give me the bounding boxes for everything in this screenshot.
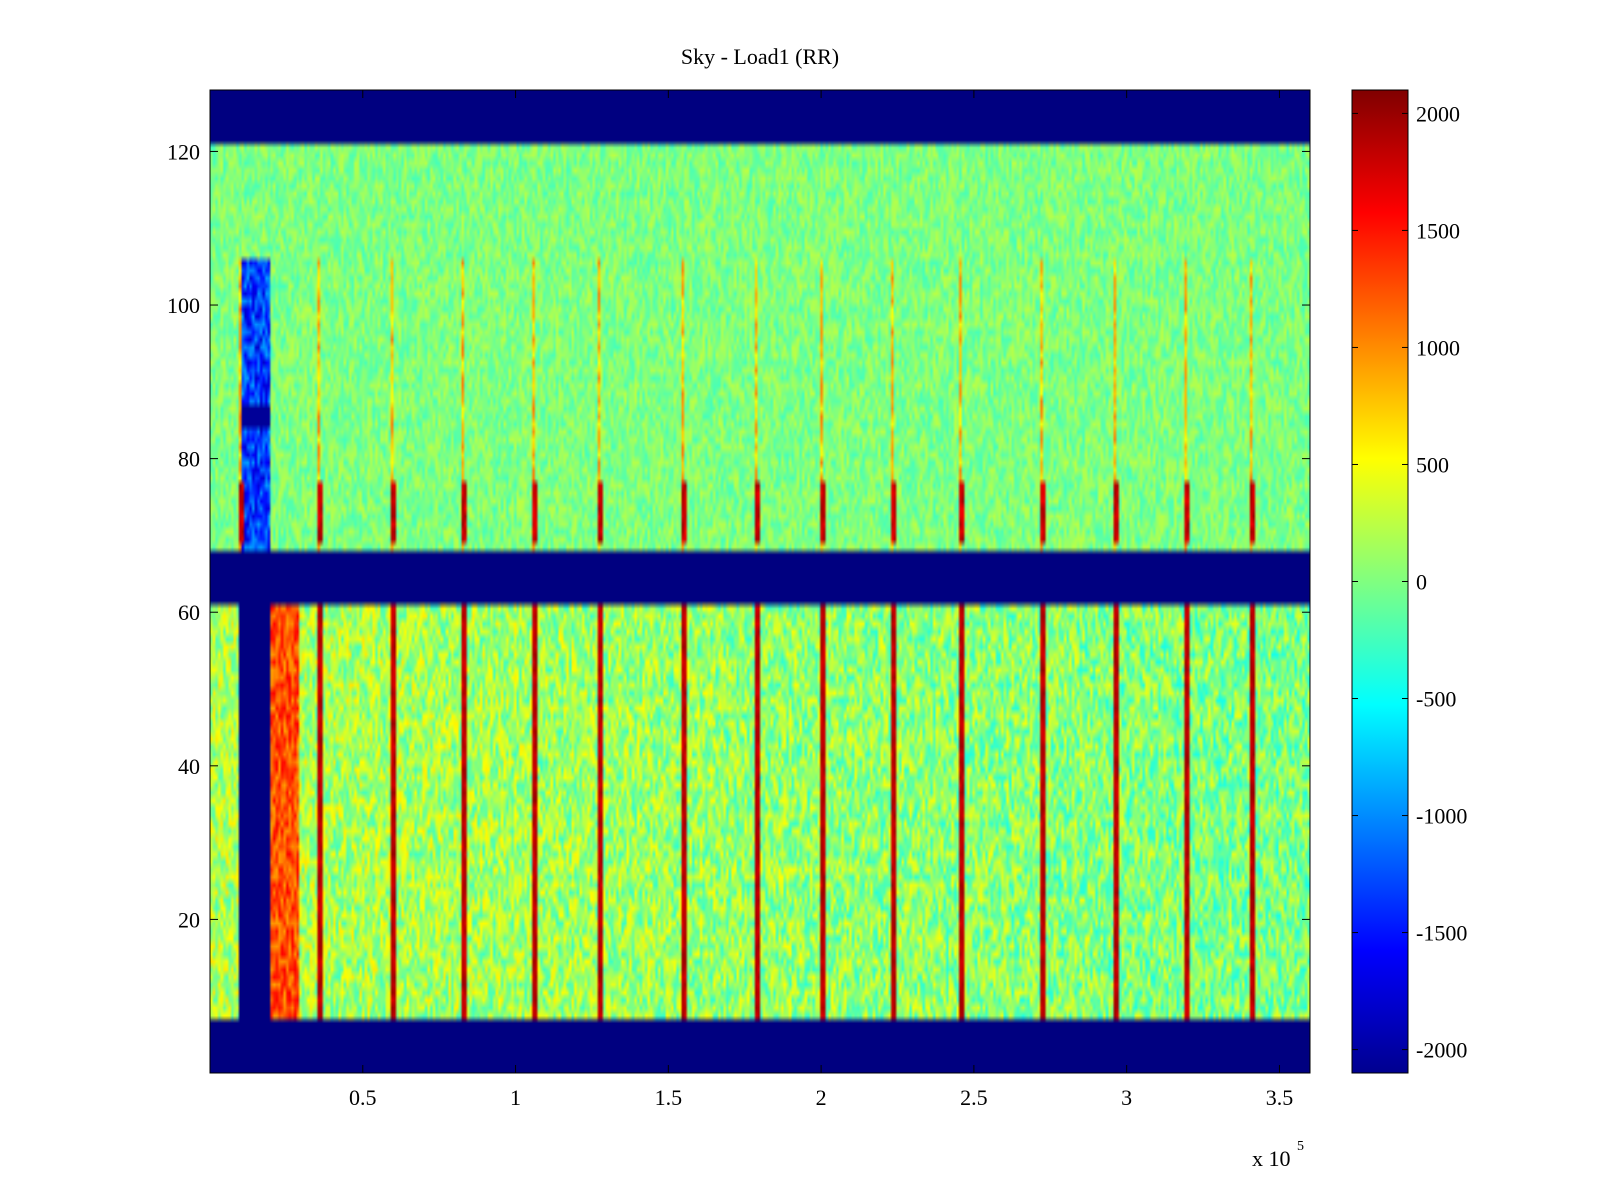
x-tick-label: 3.5 [1266, 1085, 1294, 1110]
x-tick-label: 3 [1121, 1085, 1132, 1110]
colorbar-tick-label: 2000 [1416, 101, 1460, 126]
x-tick-label: 1.5 [655, 1085, 683, 1110]
colorbar-tick-label: -2000 [1416, 1038, 1467, 1063]
colorbar-tick-label: -1500 [1416, 921, 1467, 946]
x-exponent-label: x 10 [1252, 1146, 1291, 1171]
x-exponent-power: 5 [1297, 1139, 1304, 1154]
x-tick-label: 2.5 [960, 1085, 988, 1110]
y-tick-label: 60 [178, 600, 200, 625]
colorbar-tick-label: 1000 [1416, 335, 1460, 360]
colorbar-tick-label: 0 [1416, 570, 1427, 595]
y-tick-label: 120 [167, 139, 200, 164]
x-tick-label: 2 [816, 1085, 827, 1110]
colorbar-tick-label: -500 [1416, 687, 1456, 712]
x-tick-label: 0.5 [349, 1085, 377, 1110]
x-tick-label: 1 [510, 1085, 521, 1110]
colorbar: 2000 1500 1000 500 0 -500 -1000 -1500 -2000 [1351, 89, 1467, 1074]
colorbar-tick-label: 500 [1416, 452, 1449, 477]
y-tick-label: 100 [167, 293, 200, 318]
heatmap-plot-area [210, 90, 1310, 1073]
colorbar-tick-label: 1500 [1416, 218, 1460, 243]
axes-frame [209, 89, 1311, 1074]
y-tick-label: 40 [178, 754, 200, 779]
y-tick-label: 20 [178, 907, 200, 932]
colorbar-tick-label: -1000 [1416, 804, 1467, 829]
colorbar-gradient [1351, 89, 1409, 1074]
heatmap-image [210, 90, 1310, 1073]
chart-title: Sky - Load1 (RR) [680, 44, 840, 69]
axes: 0.5 1 1.5 2 2.5 3 3.5 20 40 60 80 100 120 x 10 5 [167, 89, 1311, 1171]
y-tick-label: 80 [178, 447, 200, 472]
